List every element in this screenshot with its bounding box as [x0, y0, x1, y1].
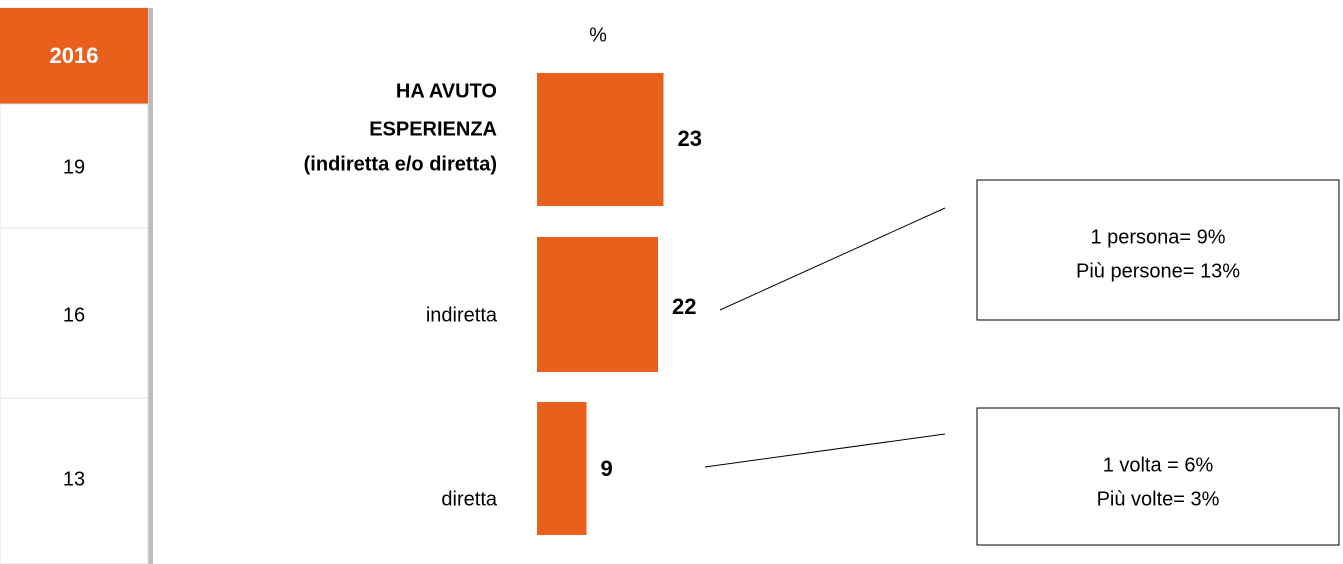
callout-text: Più volte= 3% — [1097, 488, 1220, 510]
callout-box — [976, 407, 1340, 546]
comparison-value: 16 — [63, 304, 85, 326]
category-label: diretta — [441, 488, 497, 510]
comparison-title: 2016 — [50, 43, 99, 68]
bar — [537, 237, 658, 372]
bar — [537, 73, 664, 206]
panel-shadow — [148, 8, 153, 564]
comparison-value: 13 — [63, 468, 85, 490]
callout-line — [704, 433, 946, 468]
callout-text: Più persone= 13% — [1076, 260, 1240, 282]
value-label: 22 — [672, 294, 696, 319]
comparison-header — [0, 8, 148, 104]
bar — [537, 402, 587, 535]
callout-text: 1 volta = 6% — [1103, 454, 1214, 476]
callout-text: 1 persona= 9% — [1090, 226, 1225, 248]
comparison-value: 19 — [63, 156, 85, 178]
unit-label: % — [589, 24, 607, 46]
callout-line — [719, 207, 946, 311]
value-label: 9 — [601, 456, 613, 481]
callout-box — [976, 179, 1340, 321]
value-label: 23 — [678, 126, 702, 151]
category-label: HA AVUTO — [396, 80, 497, 102]
category-label: (indiretta e/o diretta) — [304, 153, 497, 175]
category-label: indiretta — [426, 304, 498, 326]
category-label: ESPERIENZA — [369, 118, 497, 140]
